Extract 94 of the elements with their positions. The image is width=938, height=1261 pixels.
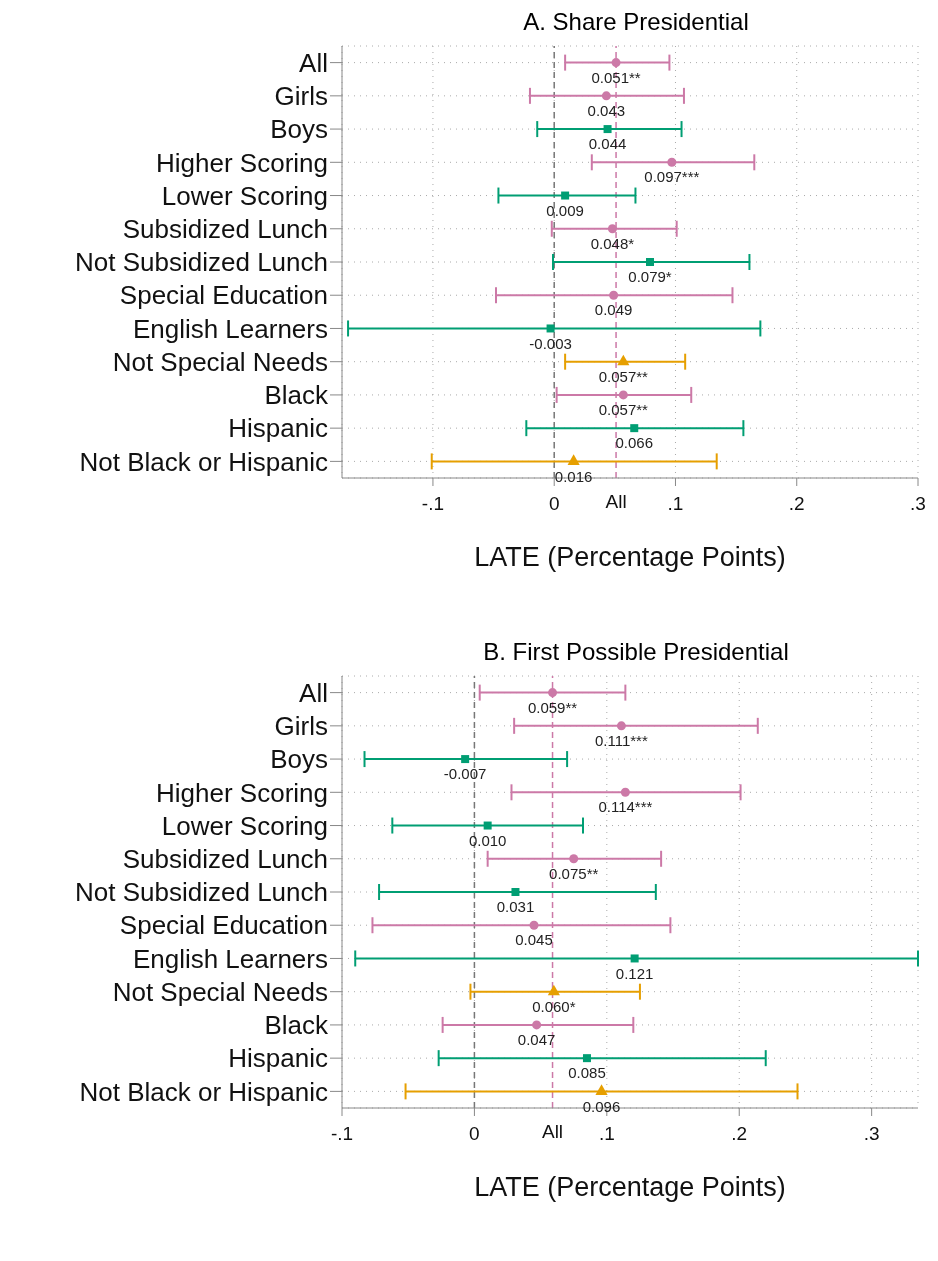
data-label: 0.066 [615,434,654,452]
x-tick-label: -.1 [330,1123,354,1144]
y-tick-label: All [299,677,328,708]
point [630,424,639,433]
data-label: 0.059** [527,698,578,716]
y-tick-label: Subsidized Lunch [122,214,328,244]
point [609,290,619,300]
x-tick-label: -.1 [421,493,445,514]
data-label: 0.096 [582,1097,621,1115]
point [620,787,630,797]
data-label: 0.049 [594,301,633,319]
x-axis-title: LATE (Percentage Points) [474,542,786,572]
data-label: 0.075** [549,864,599,882]
chart-title: A. Share Presidential [522,8,750,37]
data-label: 0.044 [588,135,627,153]
y-tick-label: Not Black or Hispanic [79,1076,328,1107]
point [582,1054,591,1063]
data-label: 0.031 [496,898,535,916]
data-label: -0.003 [529,334,572,352]
y-tick-label: Not Special Needs [112,976,328,1007]
point [511,888,520,896]
y-tick-label: Higher Scoring [156,147,328,178]
point [483,821,492,830]
point [630,954,639,963]
point [603,125,612,134]
y-tick-label: Special Education [119,910,328,941]
data-label: 0.121 [615,964,654,982]
x-axis-title: LATE (Percentage Points) [474,1172,786,1202]
point [646,258,655,266]
point [532,1020,542,1030]
x-tick-label: 0 [469,1123,480,1144]
data-label: 0.085 [568,1064,606,1082]
y-tick-label: Hispanic [228,413,328,444]
data-label: 0.114*** [598,798,653,816]
data-label: 0.111*** [594,732,648,750]
point [529,920,539,930]
y-tick-label: Not Subsidized Lunch [75,877,328,908]
y-tick-label: Boys [270,114,328,145]
ref-line-label: All [541,1121,564,1142]
x-tick-label: .2 [788,493,805,514]
point [547,984,560,996]
y-tick-label: Boys [270,744,328,775]
point [569,854,579,864]
y-tick-label: Lower Scoring [161,810,328,841]
x-tick-label: .3 [863,1123,880,1144]
data-label: 0.010 [468,831,507,849]
y-tick-label: Not Subsidized Lunch [75,247,328,278]
x-tick-label: 0 [548,493,560,514]
y-tick-label: Not Special Needs [112,346,328,377]
x-tick-label: .1 [598,1123,615,1144]
x-tick-label: .1 [667,493,684,514]
y-tick-label: Black [264,380,329,411]
y-tick-label: English Learners [132,943,328,974]
y-tick-label: Special Education [119,280,328,311]
data-label: 0.047 [517,1031,556,1049]
y-tick-label: Not Black or Hispanic [79,446,328,477]
point [601,91,611,101]
point [611,58,621,68]
data-label: 0.045 [515,931,553,949]
point [461,755,470,764]
y-tick-label: Higher Scoring [156,777,328,808]
data-label: 0.079* [628,268,672,286]
point [667,157,677,167]
data-label: 0.097*** [644,168,700,186]
y-tick-label: Subsidized Lunch [122,844,328,874]
point [567,454,580,465]
x-tick-label: .3 [910,493,926,514]
y-tick-label: Black [264,1010,329,1041]
y-tick-label: Hispanic [228,1043,328,1074]
point [616,721,626,731]
data-label: -0.007 [443,765,487,783]
point [561,191,570,200]
point [607,224,617,234]
point [618,390,628,400]
y-tick-label: Lower Scoring [161,180,328,211]
data-label: 0.043 [587,102,626,120]
point [595,1084,608,1095]
data-label: 0.048* [590,234,635,252]
data-label: 0.009 [546,201,584,219]
ref-line-label: All [605,491,627,512]
x-tick-label: .2 [731,1123,748,1144]
data-label: 0.060* [532,997,576,1015]
y-tick-label: Girls [274,711,328,742]
data-label: 0.057** [598,401,649,419]
point [546,324,555,333]
y-tick-label: English Learners [132,313,328,344]
point [548,688,558,698]
data-label: 0.016 [554,467,593,485]
chart-title: B. First Possible Presidential [482,638,790,667]
y-tick-label: All [299,47,328,78]
point [617,354,630,366]
data-label: 0.057** [598,367,649,385]
y-tick-label: Girls [274,81,328,112]
data-label: 0.051** [591,68,641,86]
